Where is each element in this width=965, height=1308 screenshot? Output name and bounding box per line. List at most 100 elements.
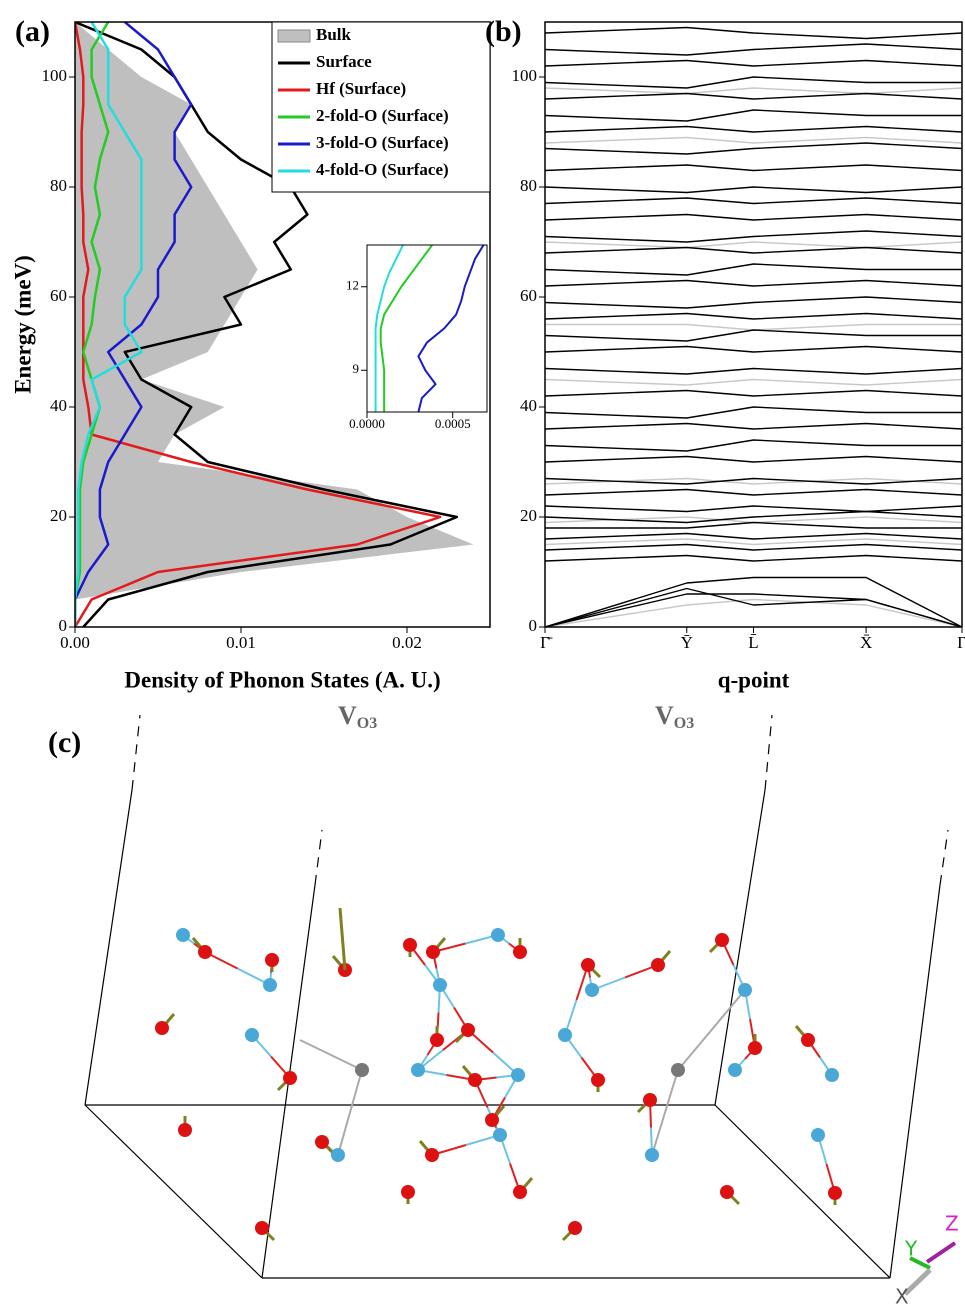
line (75, 22, 193, 627)
line (545, 587, 962, 627)
o-atom (178, 1123, 192, 1137)
line (545, 477, 962, 485)
line (417, 245, 485, 412)
axis-x: X (895, 1285, 909, 1308)
vacancy-sub: O3 (674, 715, 694, 732)
y-tick-label: 40 (50, 396, 67, 415)
hf-atom (176, 928, 190, 942)
line (379, 245, 433, 412)
line (545, 323, 962, 331)
y-tick-label: 100 (512, 66, 538, 85)
displacement (338, 907, 347, 971)
o-atom (283, 1071, 297, 1085)
x-tick-label: X̄ (860, 633, 872, 652)
legend-swatch (277, 29, 311, 43)
inset-bg (367, 245, 487, 412)
line (545, 197, 962, 205)
legend-label: 4-fold-O (Surface) (316, 160, 449, 179)
atoms (155, 907, 842, 1242)
y-tick-label: 0 (529, 616, 538, 635)
o-atom (568, 1221, 582, 1235)
line (545, 246, 962, 254)
legend-label: 2-fold-O (Surface) (316, 106, 449, 125)
hf-atom (491, 928, 505, 942)
series-group (545, 26, 962, 627)
x-tick-label: Γ̄ (540, 633, 553, 652)
y-tick-label: 40 (520, 396, 537, 415)
vacancy-bond (677, 989, 746, 1071)
line (545, 422, 962, 430)
hf-atom (493, 1128, 507, 1142)
o-atom (198, 945, 212, 959)
line (545, 532, 962, 540)
o-atom (651, 958, 665, 972)
line (545, 389, 962, 397)
line (545, 477, 962, 485)
line (545, 164, 962, 172)
o-atom (513, 945, 527, 959)
line (545, 87, 962, 95)
line (545, 59, 962, 67)
hf-atom (811, 1128, 825, 1142)
plot: 0.0000 0.0005 9 12 (346, 244, 488, 431)
line (545, 213, 962, 221)
hf-atom (511, 1068, 525, 1082)
y-tick-label: 100 (42, 66, 68, 85)
vacancy-main: V (655, 701, 674, 730)
o-atom (426, 945, 440, 959)
x-tick-label: 0.01 (226, 633, 256, 652)
hf-atom (558, 1028, 572, 1042)
line (545, 345, 962, 353)
hf-atom (433, 978, 447, 992)
line (75, 22, 442, 627)
hf-atom (263, 978, 277, 992)
hf-atom (645, 1148, 659, 1162)
hf-atom (331, 1148, 345, 1162)
structure-panel: (c) VO3 VO3 X Y Z (48, 701, 959, 1308)
hf-atom (411, 1063, 425, 1077)
line (545, 378, 962, 386)
x-tick-label: Γ̄ (957, 633, 965, 652)
o-atom (720, 1185, 734, 1199)
line (545, 92, 962, 100)
vacancy-bond (337, 1069, 363, 1156)
y-tick-label: 60 (520, 286, 537, 305)
y-tick-label: 80 (520, 176, 537, 195)
x-tick-label: Ȳ (681, 633, 693, 652)
line (545, 538, 962, 546)
vacancy-bond (651, 1069, 679, 1156)
hf-atom (728, 1063, 742, 1077)
line (545, 510, 962, 524)
line (545, 505, 962, 513)
line (374, 245, 404, 412)
line (545, 554, 962, 562)
line (545, 263, 962, 276)
o-atom (430, 1033, 444, 1047)
o-atom (425, 1148, 439, 1162)
line (75, 22, 143, 627)
axis-y: Y (904, 1237, 918, 1261)
y-axis-label: Energy (meV) (10, 255, 35, 394)
line (545, 279, 962, 287)
o-atom (255, 1221, 269, 1235)
axis-triad: X Y Z (895, 1212, 959, 1308)
hf-atom (825, 1068, 839, 1082)
vacancy (671, 1063, 685, 1077)
line (545, 241, 962, 249)
hf-atom (245, 1028, 259, 1042)
legend-label: Surface (316, 52, 372, 71)
y-tick-label: 12 (346, 278, 359, 293)
o-atom (315, 1135, 329, 1149)
y-tick-label: 60 (50, 286, 67, 305)
line (545, 329, 962, 342)
legend-label: 3-fold-O (Surface) (316, 133, 449, 152)
line (545, 576, 962, 627)
panel-label: (c) (48, 726, 81, 759)
hf-atom (585, 983, 599, 997)
line (545, 521, 962, 529)
x-axis-label: q-point (718, 667, 790, 692)
x-tick-label: 0.00 (60, 633, 90, 652)
o-atom (155, 1021, 169, 1035)
line (545, 367, 962, 375)
line (545, 109, 962, 122)
